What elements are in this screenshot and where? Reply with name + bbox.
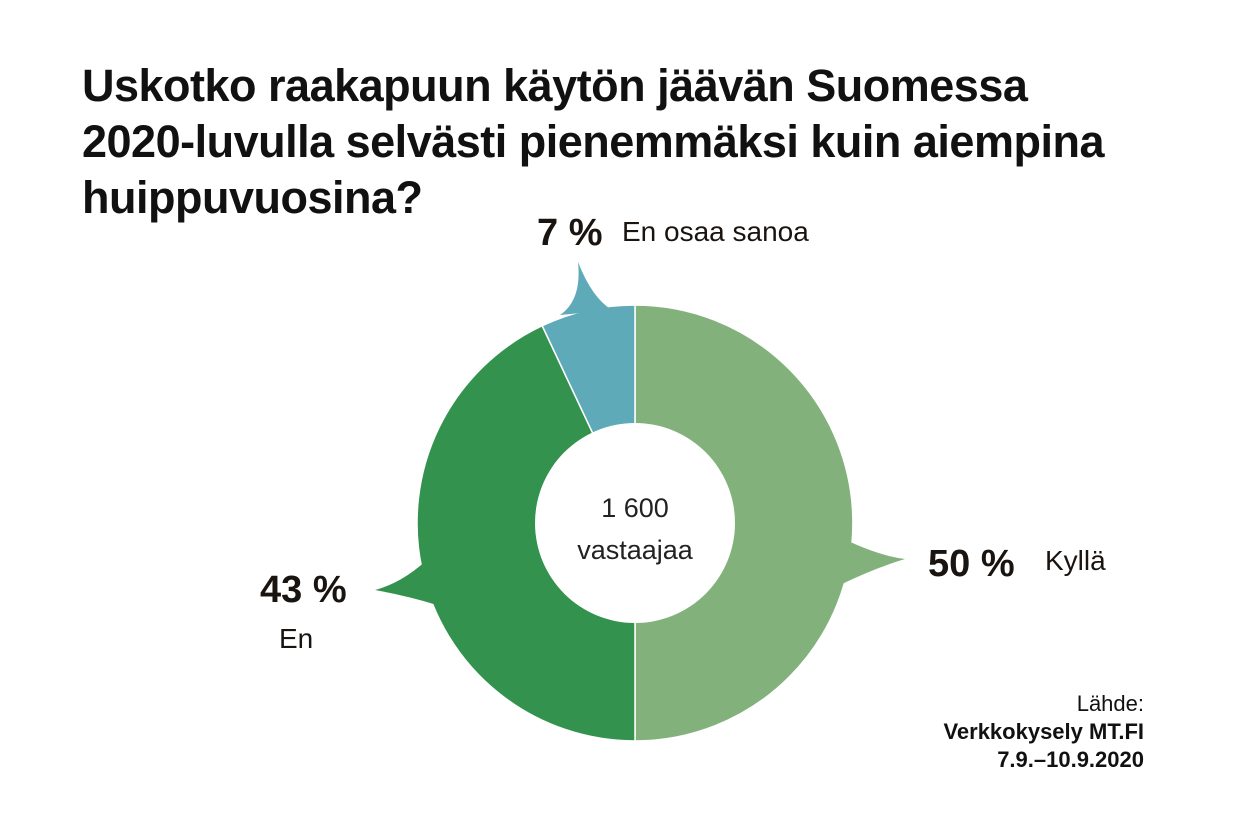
source-note: Lähde: Verkkokysely MT.FI 7.9.–10.9.2020 xyxy=(943,690,1144,774)
pointer-en xyxy=(375,555,437,605)
donut-slices xyxy=(416,304,854,742)
slice-value-label-kylla: 50 % xyxy=(928,543,1015,585)
center-label-count: 1 600 xyxy=(601,493,669,523)
donut-slice-kylla xyxy=(634,304,854,742)
slice-category-label-en: En xyxy=(279,623,313,654)
pointer-en-osaa-sanoa xyxy=(560,262,612,315)
donut-hole xyxy=(535,423,735,623)
title-line-3: huippuvuosina? xyxy=(82,172,423,223)
source-label: Lähde: xyxy=(1076,691,1144,716)
pointer-kylla xyxy=(840,540,905,585)
chart-title: Uskotko raakapuun käytön jäävän Suomessa… xyxy=(82,58,1182,226)
source-date: 7.9.–10.9.2020 xyxy=(997,747,1144,772)
title-line-1: Uskotko raakapuun käytön jäävän Suomessa xyxy=(82,60,1028,111)
title-line-2: 2020-luvulla selvästi pienemmäksi kuin a… xyxy=(82,116,1104,167)
slice-category-label-kylla: Kyllä xyxy=(1045,545,1106,576)
center-label-respondents: vastaajaa xyxy=(577,535,694,565)
slice-value-label-en: 43 % xyxy=(260,569,347,611)
label-pointers xyxy=(375,262,905,605)
slice-value-label-en-osaa-sanoa: 7 % xyxy=(537,212,602,254)
source-name: Verkkokysely MT.FI xyxy=(943,719,1144,744)
slice-category-label-en-osaa-sanoa: En osaa sanoa xyxy=(622,216,809,247)
